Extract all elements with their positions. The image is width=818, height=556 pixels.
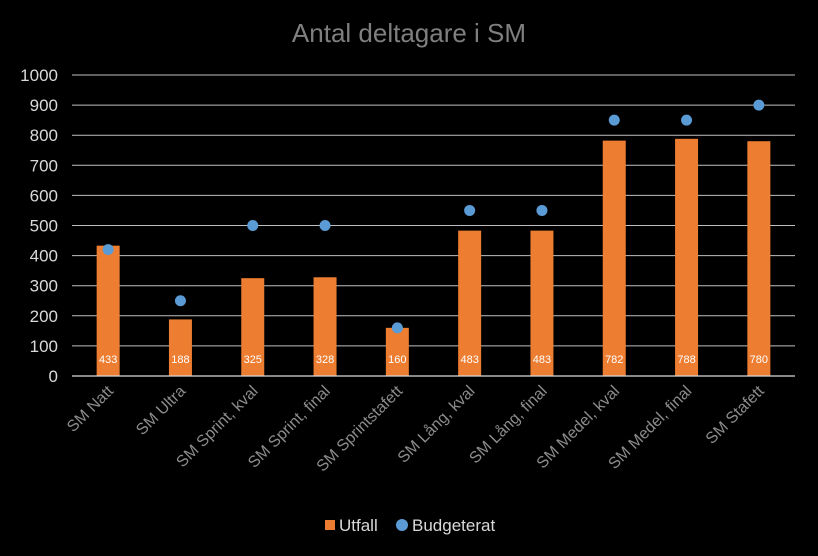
- marker-series-budgeterat: [102, 99, 765, 334]
- data-label: 483: [533, 354, 551, 366]
- y-tick-label: 500: [30, 217, 58, 236]
- bar-utfall: [385, 327, 409, 376]
- marker-budgeterat: [608, 114, 620, 126]
- marker-budgeterat: [247, 220, 259, 231]
- marker-budgeterat: [319, 220, 331, 231]
- bar-utfall: [313, 277, 337, 376]
- marker-budgeterat: [174, 295, 186, 307]
- y-tick-label: 400: [30, 247, 58, 266]
- x-tick-label: SM Natt: [64, 382, 117, 435]
- bar-utfall: [458, 230, 482, 376]
- y-axis-ticks: 0 100 200 300 400 500 600 700 800 900 1000: [20, 66, 58, 386]
- y-tick-label: 0: [49, 367, 58, 386]
- data-label: 782: [605, 354, 623, 366]
- legend: Utfall Budgeterat: [325, 516, 495, 535]
- bar-utfall: [168, 319, 192, 376]
- marker-budgeterat: [391, 322, 403, 334]
- data-label: 160: [388, 354, 406, 366]
- data-label: 328: [316, 354, 334, 366]
- marker-budgeterat: [753, 99, 765, 111]
- legend-label-budgeterat: Budgeterat: [412, 516, 495, 535]
- legend-swatch-utfall: [325, 520, 335, 530]
- data-label: 433: [99, 354, 117, 366]
- marker-budgeterat: [536, 204, 548, 216]
- marker-budgeterat: [464, 204, 476, 216]
- x-tick-label: SM Ultra: [133, 383, 189, 439]
- data-label: 483: [460, 354, 478, 366]
- legend-label-utfall: Utfall: [339, 516, 378, 535]
- y-tick-label: 100: [30, 337, 58, 356]
- bar-utfall: [675, 138, 699, 376]
- y-tick-label: 1000: [20, 66, 58, 85]
- data-label: 788: [677, 354, 695, 366]
- bar-utfall: [241, 278, 265, 376]
- bar-utfall: [747, 141, 771, 376]
- y-tick-label: 900: [30, 96, 58, 115]
- y-tick-label: 700: [30, 156, 58, 175]
- bar-utfall: [530, 230, 554, 376]
- marker-budgeterat: [681, 114, 693, 126]
- x-tick-label: SM Stafett: [703, 382, 768, 447]
- data-labels: 433 188 325 328 160 483 483 782 788 780: [99, 354, 768, 366]
- y-tick-label: 200: [30, 307, 58, 326]
- y-tick-label: 300: [30, 277, 58, 296]
- x-tick-label: SM Lång, kval: [394, 382, 478, 466]
- y-tick-label: 800: [30, 126, 58, 145]
- chart-title: Antal deltagare i SM: [292, 18, 526, 48]
- data-label: 188: [171, 354, 189, 366]
- bar-series-utfall: [96, 138, 771, 376]
- data-label: 325: [244, 354, 262, 366]
- bar-utfall: [96, 245, 120, 376]
- grid-lines: [72, 74, 795, 347]
- data-label: 780: [750, 354, 768, 366]
- y-tick-label: 600: [30, 186, 58, 205]
- legend-swatch-budgeterat: [396, 519, 408, 531]
- x-tick-label: SM Lång, final: [466, 382, 551, 467]
- marker-budgeterat: [102, 244, 114, 256]
- bar-utfall: [602, 140, 626, 376]
